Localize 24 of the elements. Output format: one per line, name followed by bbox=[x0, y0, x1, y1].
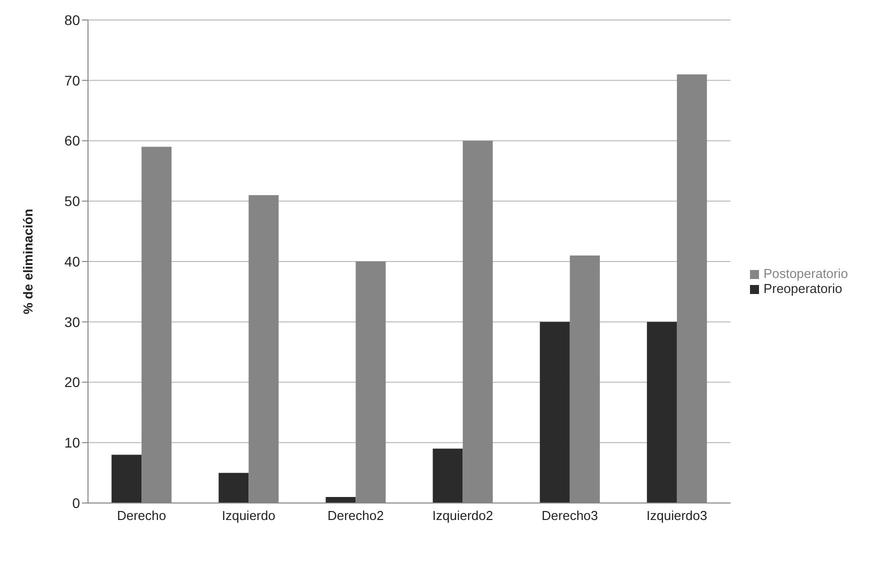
y-tick-label: 60 bbox=[64, 132, 80, 149]
y-tick-label: 30 bbox=[64, 314, 80, 330]
x-tick-label: Izquierdo bbox=[222, 508, 276, 524]
y-tick-label: 20 bbox=[64, 374, 80, 390]
bar bbox=[540, 322, 570, 503]
y-tick-label: 10 bbox=[64, 434, 80, 451]
x-tick-label: Derecho3 bbox=[542, 508, 598, 524]
y-tick-label: 50 bbox=[64, 193, 80, 210]
bar bbox=[218, 472, 249, 503]
legend-label: Postoperatorio bbox=[763, 266, 848, 280]
y-tick-label: 70 bbox=[64, 72, 80, 88]
x-tick-label: Derecho bbox=[116, 508, 166, 524]
legend-label: Preoperatorio bbox=[763, 280, 842, 296]
bar bbox=[432, 448, 463, 503]
y-axis-title: % de eliminación bbox=[20, 208, 36, 314]
x-tick-label: Derecho2 bbox=[327, 508, 384, 524]
bar bbox=[112, 454, 142, 503]
y-tick-label: 40 bbox=[64, 253, 80, 270]
bar bbox=[646, 322, 677, 503]
x-tick-label: Izquierdo2 bbox=[432, 508, 494, 524]
bar bbox=[326, 496, 356, 503]
y-tick-label: 80 bbox=[64, 12, 80, 28]
y-tick-label: 0 bbox=[72, 494, 80, 511]
x-tick-label: Izquierdo3 bbox=[646, 508, 708, 524]
